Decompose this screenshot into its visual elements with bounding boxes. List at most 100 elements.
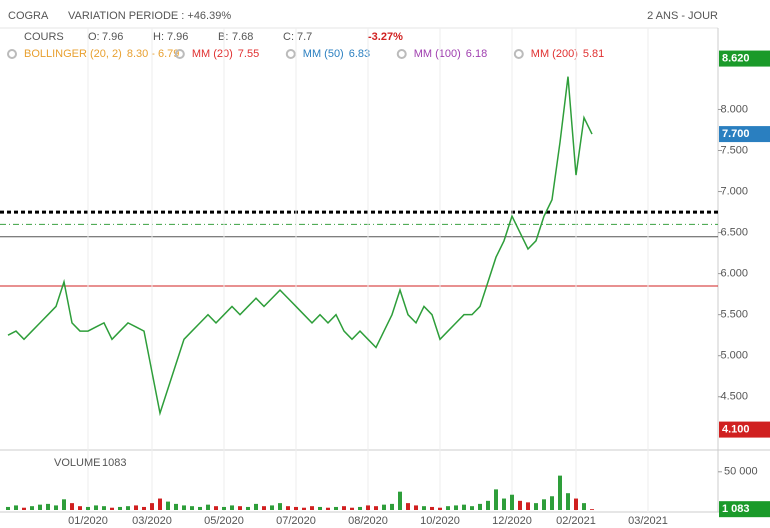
volume-bar xyxy=(542,499,546,510)
volume-bar xyxy=(190,506,194,510)
y-tick-label: 8.000 xyxy=(720,103,748,115)
volume-bar xyxy=(558,475,562,510)
gear-icon xyxy=(285,49,296,59)
volume-bar xyxy=(214,506,218,510)
y-tick-label: 50 000 xyxy=(724,466,758,478)
y-tick-label: 5.000 xyxy=(720,350,748,362)
price-badge xyxy=(719,421,770,438)
volume-bar xyxy=(550,496,554,510)
badge-label: 8.620 xyxy=(722,52,750,64)
volume-bar xyxy=(294,506,298,510)
volume-bar xyxy=(382,504,386,510)
volume-bar xyxy=(166,501,170,510)
volume-bar xyxy=(534,503,538,510)
legend-name: COURS xyxy=(24,31,64,43)
indicator-value: 6.83 xyxy=(349,48,370,60)
indicator-name: MM (20) xyxy=(192,48,233,60)
volume-bar xyxy=(182,505,186,510)
x-tick-label: 07/2020 xyxy=(276,515,316,527)
y-tick-label: 5.500 xyxy=(720,309,748,321)
badge-label: 4.100 xyxy=(722,423,750,435)
x-tick-label: 03/2021 xyxy=(628,515,668,527)
volume-bar xyxy=(150,503,154,510)
x-tick-label: 02/2021 xyxy=(556,515,596,527)
volume-bar xyxy=(510,494,514,510)
volume-bar xyxy=(254,503,258,510)
indicator-name: MM (50) xyxy=(303,48,344,60)
volume-bar xyxy=(398,491,402,510)
volume-badge xyxy=(719,501,770,518)
badge-label: 1 083 xyxy=(722,503,750,515)
volume-bar xyxy=(246,506,250,510)
volume-bar xyxy=(94,505,98,510)
price-line xyxy=(7,76,593,417)
volume-bar xyxy=(454,505,458,510)
indicator-name: MM (200) xyxy=(531,48,578,60)
change: -3.27% xyxy=(368,31,403,43)
volume-bar xyxy=(590,509,594,510)
indicator-name: BOLLINGER (20, 2) xyxy=(24,48,122,60)
gear-icon xyxy=(174,49,185,59)
volume-bar xyxy=(302,507,306,510)
volume-bar xyxy=(446,506,450,510)
volume-bar xyxy=(502,498,506,510)
y-tick-label: 6.500 xyxy=(720,226,748,238)
volume-bar xyxy=(118,506,122,510)
quote-label: H: xyxy=(153,31,164,43)
x-tick-label: 12/2020 xyxy=(492,515,532,527)
volume-bar xyxy=(230,505,234,510)
volume-bar xyxy=(462,504,466,510)
volume-bar xyxy=(78,506,82,510)
quote-value: 7.68 xyxy=(232,31,253,43)
volume-bar xyxy=(366,505,370,510)
volume-bar xyxy=(54,505,58,510)
x-tick-label: 03/2020 xyxy=(132,515,172,527)
volume-bar xyxy=(22,507,26,510)
volume-bar xyxy=(142,506,146,510)
volume-bar xyxy=(518,500,522,510)
volume-bar xyxy=(222,506,226,510)
volume-bar xyxy=(390,503,394,510)
volume-bar xyxy=(422,506,426,510)
volume-bar xyxy=(238,506,242,510)
volume-bar xyxy=(566,493,570,510)
volume-bar xyxy=(198,506,202,510)
volume-bar xyxy=(278,503,282,510)
volume-bar xyxy=(134,505,138,510)
indicator-value: 5.81 xyxy=(583,48,604,60)
volume-bar xyxy=(414,505,418,510)
x-tick-label: 05/2020 xyxy=(204,515,244,527)
indicator-value: 8.30 - 6.79 xyxy=(127,48,180,60)
quote-value: 7.96 xyxy=(102,31,123,43)
y-tick-label: 7.500 xyxy=(720,144,748,156)
volume-bar xyxy=(438,507,442,510)
volume-bar xyxy=(206,504,210,510)
volume-bar xyxy=(470,506,474,510)
period[interactable]: 2 ANS - JOUR xyxy=(647,10,718,22)
volume-bar xyxy=(310,506,314,510)
volume-bar xyxy=(126,506,130,510)
volume-bar xyxy=(86,506,90,510)
volume-name: VOLUME xyxy=(54,457,100,469)
volume-bar xyxy=(350,507,354,510)
volume-bar xyxy=(70,503,74,510)
y-tick-label: 6.000 xyxy=(720,268,748,280)
volume-bar xyxy=(6,506,10,510)
subtitle: VARIATION PERIODE : +46.39% xyxy=(68,10,231,22)
x-tick-label: 08/2020 xyxy=(348,515,388,527)
volume-bar xyxy=(158,498,162,510)
volume-bar xyxy=(262,506,266,510)
quote-label: B: xyxy=(218,31,228,43)
indicator-value: 6.18 xyxy=(466,48,487,60)
volume-last: 1083 xyxy=(102,457,126,469)
quote-label: O: xyxy=(88,31,100,43)
volume-bar xyxy=(478,503,482,510)
volume-bar xyxy=(582,503,586,510)
volume-bar xyxy=(38,504,42,510)
indicator-value: 7.55 xyxy=(238,48,259,60)
volume-bar xyxy=(430,506,434,510)
volume-bar xyxy=(318,506,322,510)
volume-bar xyxy=(326,507,330,510)
